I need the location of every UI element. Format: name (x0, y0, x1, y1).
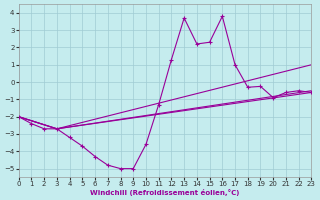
X-axis label: Windchill (Refroidissement éolien,°C): Windchill (Refroidissement éolien,°C) (90, 189, 240, 196)
